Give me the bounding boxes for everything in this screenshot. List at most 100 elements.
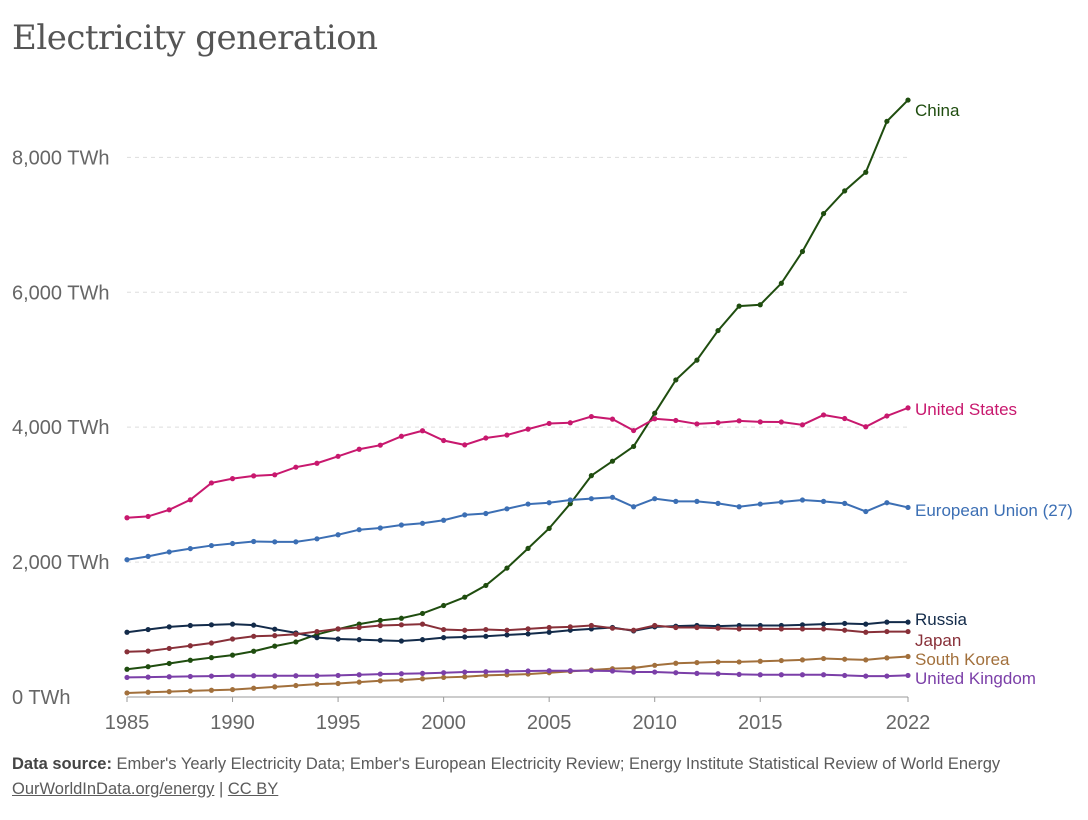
data-point-south-korea [419,676,426,682]
data-point-china [588,473,594,479]
series-lines [124,97,911,696]
data-point-united-states [187,497,193,503]
data-point-south-korea [483,672,489,679]
data-point-united-kingdom [251,673,257,679]
data-point-united-kingdom [799,672,806,678]
data-point-russia [145,626,151,633]
data-point-united-kingdom [567,668,573,674]
data-point-european-union-27 [546,500,552,506]
data-point-united-kingdom [398,671,405,677]
data-point-china [272,643,278,649]
data-point-european-union-27 [884,500,890,506]
data-point-china [208,655,215,661]
data-point-china [251,648,257,654]
data-point-united-kingdom [525,668,531,674]
data-point-japan [778,626,784,632]
data-point-south-korea [293,682,299,689]
series-label-european-union-27: European Union (27) [915,501,1073,520]
data-point-european-union-27 [124,557,130,563]
data-point-united-states [145,513,151,520]
data-point-united-kingdom [187,673,193,680]
data-point-south-korea [356,679,362,685]
y-tick-label: 0 TWh [12,687,71,709]
data-point-russia [799,622,806,628]
series-line-south-korea [126,655,909,694]
data-point-russia [166,624,172,630]
data-point-united-kingdom [652,669,658,675]
data-point-european-union-27 [778,499,784,505]
data-point-china [166,660,172,667]
data-point-china [778,280,784,286]
data-point-japan [419,621,426,627]
data-point-japan [673,624,679,631]
data-point-south-korea [905,653,911,660]
data-point-european-union-27 [673,498,679,504]
data-point-japan [757,626,763,632]
data-point-european-union-27 [145,553,151,559]
x-tick-label: 2005 [527,712,572,734]
data-point-japan [630,627,637,633]
data-point-european-union-27 [736,504,742,510]
data-point-european-union-27 [905,504,911,511]
data-point-china [799,248,806,255]
data-point-russia [905,619,911,625]
data-point-japan [229,636,236,642]
data-point-united-kingdom [419,670,426,676]
data-point-south-korea [799,657,806,663]
data-point-european-union-27 [694,498,700,504]
data-point-united-kingdom [630,669,637,675]
data-point-united-kingdom [546,668,552,674]
data-point-united-states [483,435,489,441]
data-point-united-kingdom [272,673,278,679]
data-point-japan [842,627,848,633]
data-point-united-states [525,426,531,432]
data-point-united-states [567,420,573,426]
x-tick-label: 2022 [886,712,931,734]
data-point-united-kingdom [504,668,510,674]
data-point-united-kingdom [335,672,341,679]
series-line-russia [126,621,908,643]
data-point-united-kingdom [842,672,848,679]
data-point-japan [588,622,594,629]
data-point-united-states [715,420,721,426]
series-labels: China United States European Union (27) Rus… [915,101,1073,688]
data-point-united-states [504,432,510,438]
data-point-united-states [293,464,299,470]
data-point-south-korea [757,658,763,664]
data-point-south-korea [715,659,721,665]
data-point-european-union-27 [398,522,405,528]
data-point-united-states [652,416,658,422]
data-point-european-union-27 [293,539,299,545]
grid-lines [127,156,908,563]
data-point-european-union-27 [462,512,468,518]
x-tick-label: 1990 [210,712,255,734]
data-point-japan [546,624,552,631]
data-point-united-kingdom [673,670,679,676]
data-point-japan [609,625,616,631]
owid-link[interactable]: OurWorldInData.org/energy [12,780,215,798]
data-point-european-union-27 [229,540,236,547]
license-link[interactable]: CC BY [227,780,279,798]
data-point-united-states [546,420,552,427]
data-point-japan [398,622,405,628]
data-point-united-kingdom [483,669,489,675]
data-point-china [694,357,700,363]
x-axis: 1985 1990 1995 2000 2005 2010 2015 2022 [105,696,931,734]
data-point-european-union-27 [609,494,616,500]
data-point-japan [567,624,573,630]
data-point-russia [272,626,278,632]
data-point-united-states [419,428,426,434]
y-tick-label: 2,000 TWh [12,552,109,574]
data-point-china [124,666,130,672]
data-point-south-korea [166,689,172,695]
data-point-china [630,443,637,450]
data-point-south-korea [694,659,700,666]
data-point-russia [124,629,130,635]
data-point-south-korea [251,685,257,691]
data-point-united-kingdom [314,673,320,679]
data-point-united-states [356,446,362,452]
data-point-european-union-27 [187,545,193,552]
data-point-russia [187,622,193,629]
data-point-united-kingdom [124,674,130,681]
data-point-united-states [630,427,637,434]
